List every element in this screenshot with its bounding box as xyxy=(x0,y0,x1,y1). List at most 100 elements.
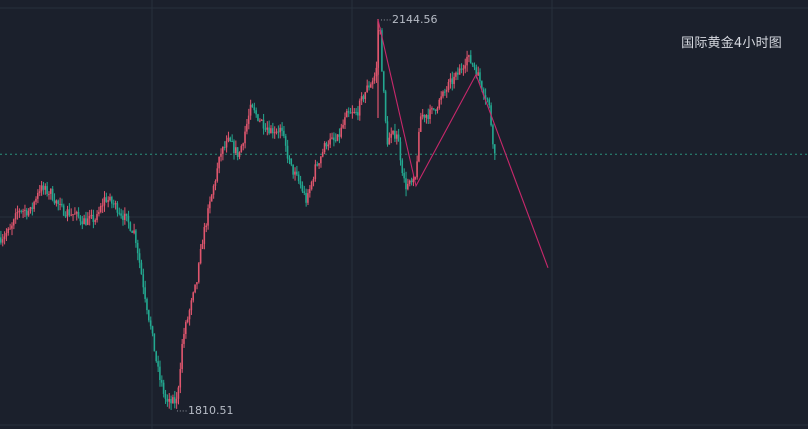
candle-body xyxy=(75,211,78,214)
candle-body xyxy=(37,192,39,199)
candle-body xyxy=(22,210,24,212)
candle-body xyxy=(88,216,91,219)
candle-body xyxy=(48,193,50,195)
candle-body xyxy=(197,263,200,283)
annotation-label: 1810.51 xyxy=(188,404,234,417)
candle-body xyxy=(320,156,322,164)
candle-body xyxy=(207,208,209,226)
candle-body xyxy=(149,320,152,327)
candle-body xyxy=(62,205,65,216)
candle-body xyxy=(477,72,479,76)
candle-body xyxy=(303,191,305,194)
candle-body xyxy=(96,214,98,221)
candle-body xyxy=(1,239,4,243)
candle-body xyxy=(107,200,109,202)
candle-body xyxy=(444,91,446,93)
candle-body xyxy=(81,221,83,225)
candle-body xyxy=(29,207,32,212)
candle-body xyxy=(12,219,15,226)
candle-body xyxy=(222,146,224,154)
candle-body xyxy=(286,145,289,159)
candle-body xyxy=(120,213,122,216)
candle-body xyxy=(194,284,196,293)
candle-body xyxy=(153,333,156,352)
candle-body xyxy=(305,193,307,203)
candle-body xyxy=(61,203,63,206)
candle-body xyxy=(323,143,326,152)
trendline xyxy=(377,19,549,268)
candle-body xyxy=(284,136,287,146)
candle-body xyxy=(181,343,183,370)
candle-body xyxy=(196,282,198,285)
candle-body xyxy=(405,178,407,190)
candle-body xyxy=(340,127,342,137)
candle-body xyxy=(458,68,461,75)
candle-body xyxy=(135,230,137,243)
candle-body xyxy=(114,203,117,205)
candle-body xyxy=(175,398,178,404)
candle-body xyxy=(479,72,481,82)
candle-body xyxy=(136,242,139,254)
candle-body xyxy=(449,78,452,83)
candle-body xyxy=(294,171,296,175)
candle-body xyxy=(486,98,489,100)
candle-body xyxy=(212,185,215,195)
candle-body xyxy=(201,243,204,249)
candle-body xyxy=(308,189,311,194)
candle-body xyxy=(399,141,402,161)
candle-body xyxy=(414,177,416,179)
candle-body xyxy=(484,95,487,99)
candle-body xyxy=(35,198,37,202)
candle-body xyxy=(42,185,45,190)
candle-body xyxy=(481,81,483,90)
candle-body xyxy=(203,227,206,244)
candle-body xyxy=(46,186,48,195)
candle-body xyxy=(301,184,304,192)
candle-body xyxy=(279,127,281,133)
candle-body xyxy=(131,230,133,233)
candle-body xyxy=(160,380,163,383)
candle-body xyxy=(290,158,293,165)
candle-body xyxy=(173,397,176,404)
candle-body xyxy=(209,201,211,209)
candle-body xyxy=(64,215,67,217)
candle-body xyxy=(166,398,169,402)
candle-body xyxy=(223,146,226,148)
candle-body xyxy=(466,56,468,66)
candle-body xyxy=(172,397,174,404)
candle-body xyxy=(155,351,157,362)
candle-body xyxy=(38,191,41,193)
annotation-leader: ···· xyxy=(380,16,391,26)
candle-body xyxy=(7,228,9,234)
candle-body xyxy=(447,82,450,90)
candle-body xyxy=(151,326,154,334)
candle-body xyxy=(373,76,376,81)
candle-body xyxy=(410,180,413,183)
candle-body xyxy=(438,99,441,109)
candle-body xyxy=(231,141,233,143)
candle-body xyxy=(345,111,348,118)
candle-body xyxy=(247,115,250,124)
candle-body xyxy=(109,196,111,201)
candle-body xyxy=(255,110,257,115)
candle-body xyxy=(20,210,22,212)
candle-body xyxy=(462,68,465,70)
candle-body xyxy=(468,55,470,57)
candle-body xyxy=(277,131,280,133)
candle-body xyxy=(253,107,256,111)
candle-body xyxy=(72,214,74,216)
candle-body xyxy=(469,55,472,64)
candle-body xyxy=(186,319,189,323)
candle-body xyxy=(86,218,89,225)
candle-body xyxy=(464,65,466,69)
candle-body xyxy=(90,214,93,217)
candle-body xyxy=(216,168,219,181)
candle-body xyxy=(98,211,100,215)
candle-body xyxy=(482,89,485,96)
candle-body xyxy=(51,188,54,201)
candle-body xyxy=(492,125,494,145)
candle-body xyxy=(177,387,180,399)
